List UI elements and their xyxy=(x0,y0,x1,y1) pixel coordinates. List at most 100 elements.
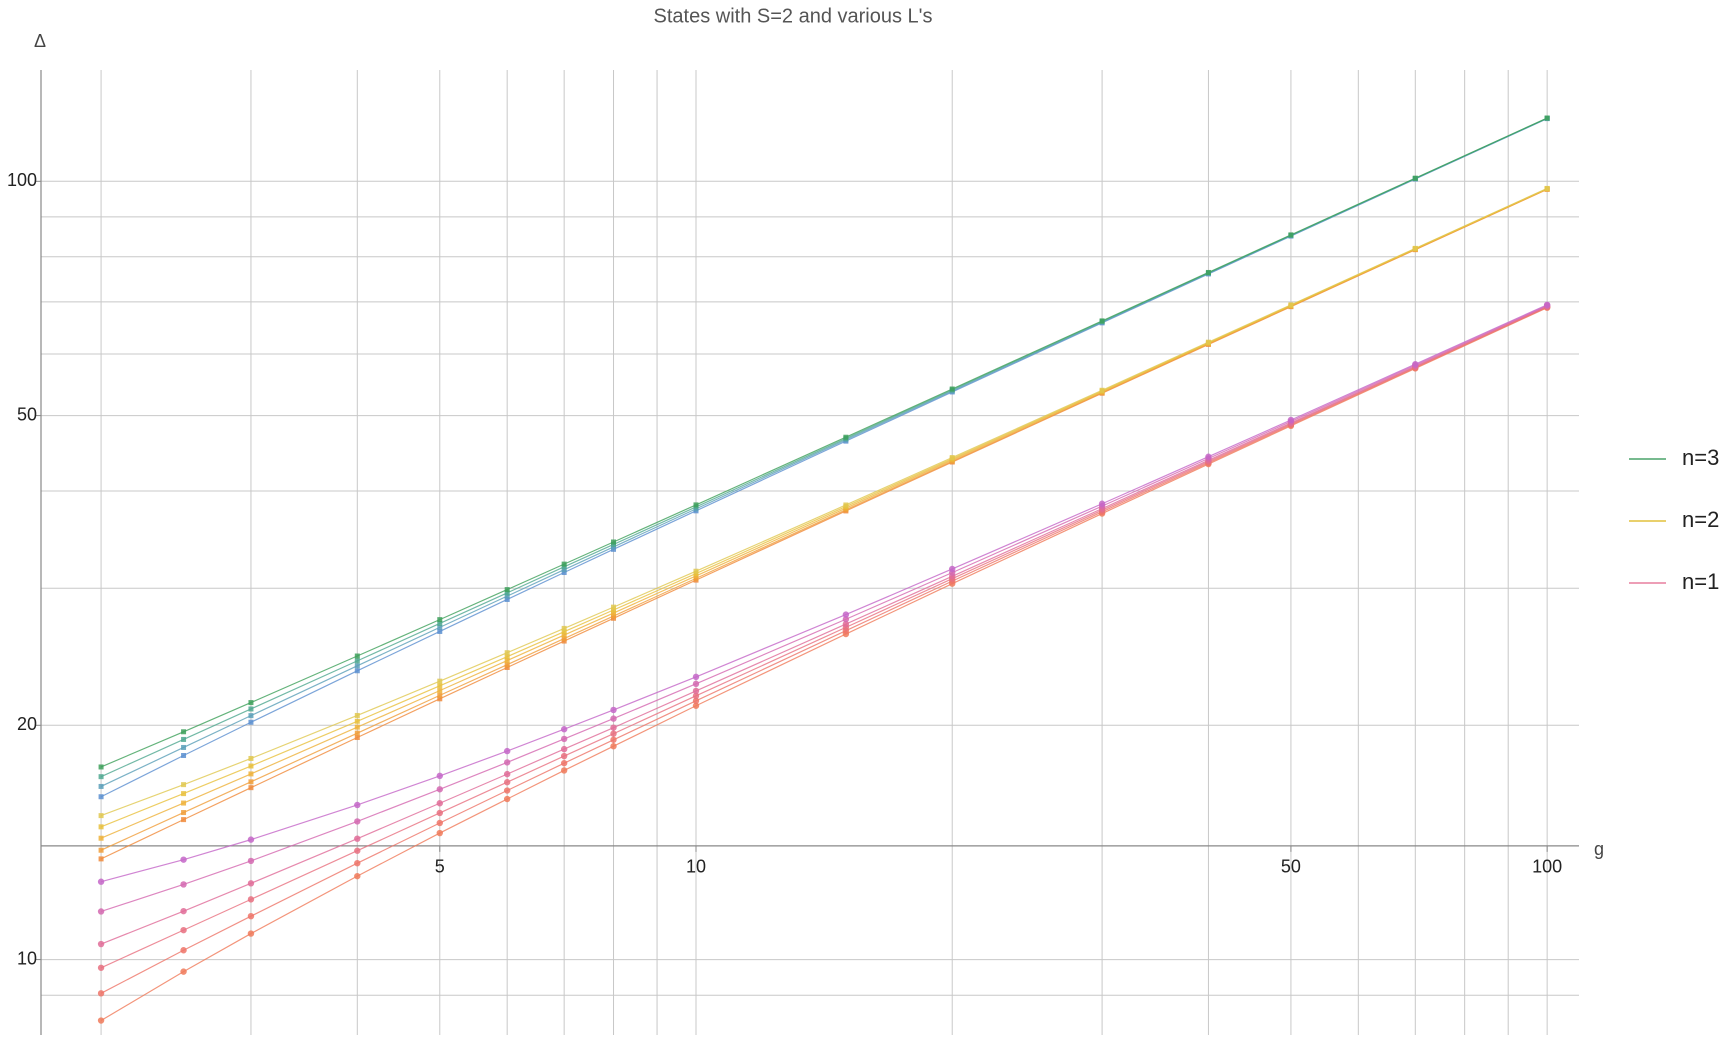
data-point xyxy=(437,696,443,702)
data-point xyxy=(1205,339,1211,345)
legend-label: n=3 xyxy=(1682,445,1719,470)
data-point xyxy=(181,729,187,735)
data-point xyxy=(611,610,617,616)
data-point xyxy=(1205,269,1211,275)
data-point xyxy=(354,818,361,825)
data-point xyxy=(610,715,617,722)
data-point xyxy=(181,744,187,750)
data-point xyxy=(181,736,187,742)
y-axis-label: Δ xyxy=(34,31,46,51)
data-point xyxy=(98,774,104,780)
data-point xyxy=(693,502,699,508)
data-point xyxy=(610,736,617,743)
data-point xyxy=(248,771,254,777)
data-point xyxy=(611,607,617,613)
data-point xyxy=(181,817,187,823)
data-point xyxy=(180,947,187,954)
data-point xyxy=(180,926,187,934)
data-point xyxy=(180,856,187,863)
data-point xyxy=(436,829,443,837)
data-point xyxy=(248,700,254,706)
data-point xyxy=(248,719,254,725)
data-point xyxy=(692,702,700,709)
data-point xyxy=(354,801,361,809)
data-point xyxy=(561,632,567,638)
data-point xyxy=(98,824,104,830)
data-point xyxy=(610,706,617,714)
data-point xyxy=(610,724,617,731)
data-point xyxy=(504,662,510,668)
data-point xyxy=(98,813,104,819)
axes-layer xyxy=(35,70,1579,1035)
data-point xyxy=(1288,232,1294,238)
data-point xyxy=(436,809,443,817)
data-point xyxy=(692,680,700,688)
data-point xyxy=(560,759,568,767)
data-point xyxy=(436,786,443,793)
data-point xyxy=(247,880,255,887)
data-point xyxy=(1288,302,1294,308)
data-point xyxy=(181,782,187,788)
data-point xyxy=(611,613,617,619)
data-point xyxy=(503,770,511,778)
data-point xyxy=(504,658,510,664)
data-point xyxy=(354,712,360,718)
data-point xyxy=(504,664,510,670)
grid-layer xyxy=(41,70,1579,1035)
labels-layer: 5 10 50 100 10 20 50 100 n=3 n=2 n=1 xyxy=(7,170,1719,968)
data-point xyxy=(949,455,955,461)
series-line xyxy=(100,306,1548,994)
chart-title: States with S=2 and various L's xyxy=(654,5,933,27)
data-point xyxy=(949,386,955,392)
data-point xyxy=(1412,175,1418,181)
data-point xyxy=(560,752,568,760)
series-line xyxy=(100,306,1548,969)
data-point xyxy=(354,872,361,880)
data-point xyxy=(504,593,510,599)
x-tick-label: 5 xyxy=(435,857,445,877)
data-point xyxy=(692,692,700,700)
data-point xyxy=(611,604,617,610)
series-line xyxy=(100,188,1548,839)
data-point xyxy=(354,730,360,736)
data-point xyxy=(561,567,567,573)
data-point xyxy=(561,561,567,567)
x-tick-label: 50 xyxy=(1281,857,1301,877)
data-point xyxy=(247,930,255,937)
data-point xyxy=(180,907,187,915)
data-point xyxy=(504,654,510,660)
data-point xyxy=(504,590,510,596)
data-point xyxy=(437,678,443,684)
series-line xyxy=(100,188,1548,860)
data-point xyxy=(437,620,443,626)
series-line xyxy=(100,118,1548,798)
data-point xyxy=(354,658,360,664)
data-point xyxy=(437,624,443,630)
data-point xyxy=(1287,416,1295,424)
data-point xyxy=(97,878,105,885)
data-point xyxy=(561,625,567,631)
data-point xyxy=(247,912,255,920)
legend-label: n=2 xyxy=(1682,507,1719,532)
data-point xyxy=(692,687,700,695)
data-point xyxy=(98,856,104,862)
data-point xyxy=(503,787,511,794)
data-point xyxy=(1544,185,1550,191)
data-point xyxy=(561,570,567,576)
data-point xyxy=(1543,301,1551,308)
data-point xyxy=(561,564,567,570)
data-point xyxy=(97,990,105,997)
data-point xyxy=(692,673,700,681)
y-tick-label: 100 xyxy=(7,170,37,190)
data-point xyxy=(842,620,850,628)
data-point xyxy=(354,724,360,730)
data-point xyxy=(354,668,360,674)
data-point xyxy=(437,688,443,694)
series-line xyxy=(100,117,1548,768)
points-layer xyxy=(97,115,1551,1024)
data-point xyxy=(98,835,104,841)
data-point xyxy=(1205,453,1212,460)
data-point xyxy=(1099,318,1105,324)
series-line xyxy=(100,305,1548,945)
